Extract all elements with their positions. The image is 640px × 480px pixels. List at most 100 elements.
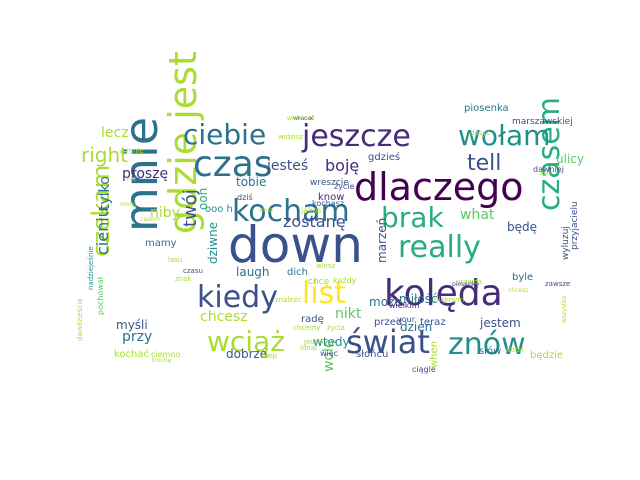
- cloud-word: myśli: [116, 318, 148, 332]
- cloud-word: wtedy: [313, 335, 350, 349]
- cloud-word: kochać: [114, 348, 149, 360]
- cloud-word: tobie: [236, 175, 266, 189]
- cloud-word: wszystko: [561, 296, 568, 323]
- cloud-word: przyjacielu: [570, 201, 580, 250]
- cloud-word: wołam: [458, 119, 550, 152]
- cloud-word: wolę: [321, 339, 337, 372]
- cloud-word: wracać: [293, 115, 314, 122]
- cloud-word: tell: [467, 151, 501, 176]
- cloud-word: tylko: [97, 176, 113, 210]
- cloud-word: marszawskiej: [512, 117, 573, 127]
- cloud-word: chcę: [308, 277, 330, 287]
- cloud-word: może: [369, 295, 402, 309]
- cloud-word: pięknym: [434, 296, 464, 304]
- cloud-word: down: [228, 216, 363, 274]
- cloud-word: dawniej: [533, 165, 564, 174]
- cloud-word: proszę: [122, 166, 168, 182]
- cloud-word: dwadzieścia: [76, 298, 84, 341]
- cloud-word: ciebie: [183, 118, 266, 151]
- cloud-word: brak: [381, 201, 444, 234]
- cloud-word: radę: [301, 314, 324, 325]
- cloud-word: when: [429, 341, 440, 368]
- cloud-word: niby: [150, 205, 180, 221]
- cloud-word: dnia: [260, 207, 273, 214]
- cloud-word: słońcu: [356, 348, 388, 360]
- cloud-word: kocham: [232, 194, 350, 229]
- cloud-word: wielkim: [389, 301, 420, 310]
- cloud-word: nic: [127, 176, 136, 183]
- cloud-word: widzisz: [278, 133, 303, 141]
- cloud-word: jesteś: [266, 158, 308, 174]
- cloud-word: piosenka: [464, 103, 509, 114]
- cloud-word: prawda: [456, 278, 482, 286]
- cloud-word: cieniu: [93, 207, 112, 255]
- cloud-word: right: [81, 143, 128, 167]
- cloud-word: mamy: [145, 238, 177, 249]
- cloud-word: laugh: [236, 265, 270, 279]
- cloud-word: dziwne: [206, 222, 220, 264]
- cloud-word: list: [302, 276, 346, 311]
- cloud-word: wolał: [505, 346, 523, 354]
- cloud-word: lasu: [168, 256, 182, 264]
- cloud-word: dzień: [400, 320, 432, 334]
- cloud-word: sam: [540, 170, 553, 177]
- cloud-word: trochę: [152, 357, 171, 364]
- cloud-word: nikt: [335, 306, 362, 322]
- cloud-word: byle: [512, 272, 533, 283]
- cloud-word: pochował: [96, 276, 105, 315]
- cloud-word: przy: [122, 329, 152, 345]
- cloud-word: wyluzuj: [561, 226, 571, 260]
- cloud-word: mi: [306, 115, 314, 122]
- cloud-word: mniej: [120, 201, 137, 208]
- cloud-word: twój: [180, 189, 201, 227]
- cloud-word: wiesz: [316, 262, 336, 270]
- cloud-word: będę: [507, 220, 537, 234]
- cloud-word: zawsze: [545, 280, 570, 288]
- cloud-word: stop: [262, 352, 278, 360]
- cloud-word: chcesz: [508, 287, 528, 294]
- cloud-word: ooh: [196, 188, 210, 210]
- cloud-word: każdy: [333, 276, 357, 285]
- cloud-word: what: [460, 207, 495, 223]
- cloud-word: dobrze: [226, 347, 267, 361]
- cloud-word: życia: [327, 324, 345, 332]
- cloud-word: kochasz: [312, 199, 344, 208]
- cloud-word: czas: [193, 144, 273, 185]
- cloud-word: miłość: [399, 292, 438, 306]
- cloud-word: znaleźć: [275, 296, 301, 304]
- cloud-word: będzie: [530, 350, 563, 361]
- cloud-word: teraz: [420, 317, 446, 328]
- cloud-word: dosyć: [470, 129, 491, 137]
- cloud-word: przed: [374, 317, 402, 328]
- cloud-word: piosenkę: [452, 281, 479, 288]
- cloud-word: czasu: [183, 267, 203, 275]
- cloud-word: wreszcie: [310, 178, 349, 188]
- cloud-word: ciągle: [412, 365, 436, 374]
- cloud-word: czekam: [87, 165, 115, 257]
- cloud-word: marzeń: [375, 218, 389, 263]
- cloud-word: wciąż: [207, 325, 285, 358]
- cloud-word: jestem: [479, 316, 521, 330]
- cloud-word: ideal: [300, 344, 317, 352]
- cloud-word: razem: [141, 216, 160, 223]
- cloud-word: really: [398, 230, 481, 265]
- cloud-word: ciemno: [151, 350, 180, 359]
- cloud-word: gdzieś: [368, 151, 400, 163]
- cloud-word: więc: [320, 349, 338, 358]
- cloud-word: nadziejeśnie: [87, 246, 95, 290]
- cloud-word: kiedy: [197, 280, 278, 315]
- cloud-word: jeszcze: [301, 119, 411, 154]
- cloud-word: słów: [479, 345, 501, 357]
- cloud-word: zostanę: [283, 212, 346, 231]
- cloud-word: znak: [175, 275, 192, 283]
- cloud-word: jakoś: [300, 205, 322, 215]
- cloud-word: lecz: [101, 125, 129, 141]
- cloud-word: znów: [448, 327, 526, 362]
- cloud-word: czasem: [532, 97, 567, 211]
- cloud-word: mnie: [126, 147, 144, 155]
- cloud-word: ooo h: [205, 204, 233, 215]
- cloud-word: życie: [334, 182, 355, 191]
- cloud-word: know: [318, 192, 344, 203]
